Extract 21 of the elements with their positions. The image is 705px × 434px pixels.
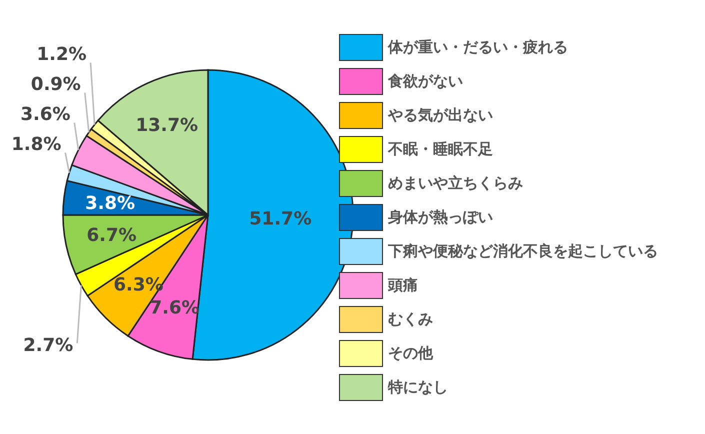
legend-label: その他 <box>388 344 433 362</box>
legend-label: 特になし <box>388 378 448 396</box>
data-label: 6.3% <box>114 274 164 296</box>
data-label: 6.7% <box>86 225 137 246</box>
legend-label: 身体が熱っぽい <box>388 208 493 226</box>
legend-label: 体が重い・だるい・疲れる <box>388 38 568 56</box>
legend-label: むくみ <box>388 310 433 328</box>
data-label: 1.2% <box>36 44 87 66</box>
legend-label: やる気が出ない <box>388 106 493 124</box>
data-label: 13.7% <box>136 114 198 136</box>
data-label: 3.6% <box>20 104 70 126</box>
legend-label: 不眠・睡眠不足 <box>388 140 493 158</box>
data-label: 3.8% <box>85 192 136 214</box>
data-label: 2.7% <box>23 334 74 356</box>
legend-label: めまいや立ちくらみ <box>388 174 523 192</box>
data-label: 1.8% <box>11 134 62 156</box>
legend-label: 頭痛 <box>388 276 418 294</box>
data-label: 51.7% <box>249 208 312 230</box>
legend-label: 下痢や便秘など消化不良を起こしている <box>388 242 658 260</box>
data-label: 0.9% <box>30 74 81 96</box>
legend-label: 食欲がない <box>388 72 463 90</box>
